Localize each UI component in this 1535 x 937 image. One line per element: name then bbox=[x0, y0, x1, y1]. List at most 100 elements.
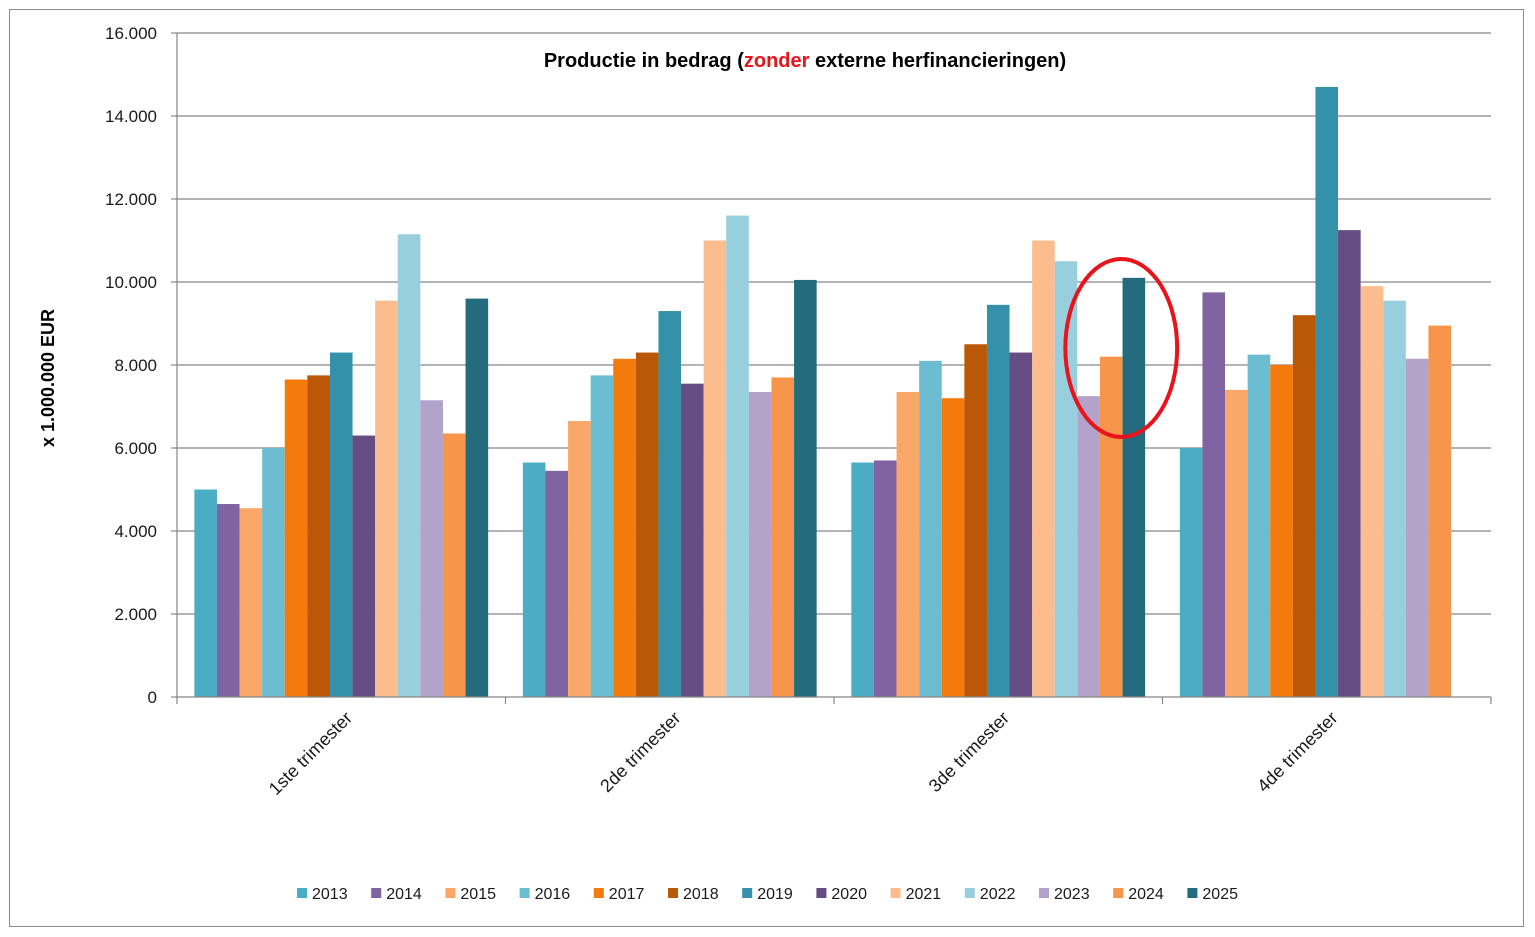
bar-2016-q3 bbox=[919, 360, 942, 697]
bar-2018-q1 bbox=[307, 375, 330, 697]
bar-2020-q1 bbox=[352, 435, 376, 697]
bar-2015-q2 bbox=[568, 421, 591, 697]
bar-2024-q4 bbox=[1428, 325, 1452, 697]
y-tick-label: 8.000 bbox=[114, 356, 157, 375]
legend-item-2018: 2018 bbox=[668, 886, 719, 903]
bar-2020-q4 bbox=[1338, 230, 1361, 697]
y-tick-label: 10.000 bbox=[105, 273, 157, 292]
y-tick-label: 6.000 bbox=[114, 439, 157, 458]
bar-2024-q1 bbox=[442, 433, 466, 697]
bar-2018-q4 bbox=[1292, 315, 1316, 697]
legend-label: 2018 bbox=[683, 886, 719, 903]
bar-2019-q1 bbox=[329, 352, 353, 697]
bar-2014-q2 bbox=[545, 470, 569, 697]
legend-item-2024: 2024 bbox=[1113, 886, 1164, 903]
legend-swatch bbox=[371, 888, 382, 898]
bar-2017-q1 bbox=[284, 379, 308, 697]
highlight-ellipse bbox=[1063, 257, 1180, 439]
bar-2013-q4 bbox=[1179, 448, 1203, 697]
bar-2022-q4 bbox=[1383, 300, 1406, 697]
title-part: externe herfinancieringen) bbox=[809, 50, 1066, 72]
bar-2014-q3 bbox=[873, 460, 897, 697]
bar-2014-q1 bbox=[216, 504, 240, 697]
bar-2013-q3 bbox=[851, 462, 874, 697]
y-tick-label: 16.000 bbox=[105, 24, 157, 43]
bar-2020-q3 bbox=[1009, 352, 1033, 697]
title-part: zonder bbox=[744, 50, 810, 72]
legend: 2013 2014 2015 2016 2017 2018 2019 2020 2021 2022… bbox=[297, 886, 1238, 903]
category-label: 1ste trimester bbox=[265, 708, 356, 799]
bar-2022-q2 bbox=[726, 215, 749, 697]
legend-label: 2023 bbox=[1054, 886, 1090, 903]
chart-title: Productie in bedrag (zonder externe herf… bbox=[544, 50, 1066, 72]
bar-2025-q2 bbox=[794, 279, 817, 697]
bar-2019-q3 bbox=[986, 304, 1010, 697]
category-labels: 1ste trimester 2de trimester 3de trimester… bbox=[265, 708, 1342, 799]
legend-item-2020: 2020 bbox=[816, 886, 867, 903]
y-tick-label: 14.000 bbox=[105, 107, 157, 126]
legend-label: 2013 bbox=[312, 886, 348, 903]
bar-2018-q3 bbox=[964, 344, 987, 697]
bar-2019-q2 bbox=[658, 311, 682, 697]
bar-2016-q2 bbox=[590, 375, 614, 697]
bar-2023-q3 bbox=[1077, 396, 1100, 697]
bar-2025-q1 bbox=[465, 298, 489, 697]
bar-2016-q1 bbox=[262, 448, 285, 697]
bar-2015-q4 bbox=[1225, 389, 1248, 697]
y-tick-label: 2.000 bbox=[114, 605, 157, 624]
bar-2015-q3 bbox=[896, 391, 920, 697]
y-tick-label: 12.000 bbox=[105, 190, 157, 209]
legend-item-2015: 2015 bbox=[445, 886, 496, 903]
category-label: 2de trimester bbox=[596, 708, 684, 796]
legend-label: 2020 bbox=[831, 886, 867, 903]
legend-item-2021: 2021 bbox=[890, 886, 942, 903]
legend-swatch bbox=[1113, 888, 1124, 898]
legend-label: 2015 bbox=[460, 886, 496, 903]
legend-item-2023: 2023 bbox=[1039, 886, 1090, 903]
legend-swatch bbox=[445, 888, 456, 898]
legend-item-2014: 2014 bbox=[371, 886, 422, 903]
legend-label: 2024 bbox=[1128, 886, 1164, 903]
bar-2025-q3 bbox=[1122, 277, 1146, 697]
bar-2021-q2 bbox=[703, 240, 727, 697]
category-label: 4de trimester bbox=[1253, 708, 1341, 796]
legend-item-2013: 2013 bbox=[297, 886, 348, 903]
legend-swatch bbox=[668, 888, 678, 898]
bar-2024-q2 bbox=[771, 377, 795, 697]
bar-2017-q2 bbox=[613, 358, 636, 697]
bar-2013-q2 bbox=[522, 462, 546, 697]
legend-swatch bbox=[1039, 888, 1049, 898]
legend-item-2022: 2022 bbox=[964, 886, 1015, 903]
bar-2020-q2 bbox=[681, 383, 704, 697]
bar-2018-q2 bbox=[635, 352, 659, 697]
legend-label: 2019 bbox=[757, 886, 793, 903]
legend-item-2019: 2019 bbox=[742, 886, 793, 903]
highlight-annotation bbox=[1063, 257, 1180, 439]
bar-2022-q3 bbox=[1054, 261, 1078, 697]
bars bbox=[194, 86, 1452, 697]
y-tick-label: 0 bbox=[148, 688, 157, 707]
bar-2016-q4 bbox=[1247, 354, 1271, 697]
legend-swatch bbox=[593, 888, 604, 898]
bar-2024-q3 bbox=[1099, 356, 1123, 697]
legend-label: 2025 bbox=[1202, 886, 1238, 903]
legend-swatch bbox=[964, 888, 975, 898]
legend-label: 2017 bbox=[609, 886, 645, 903]
legend-item-2016: 2016 bbox=[519, 886, 571, 903]
legend-swatch bbox=[816, 888, 827, 898]
title-part: Productie in bedrag ( bbox=[544, 50, 744, 72]
bar-2014-q4 bbox=[1202, 292, 1226, 697]
y-axis-label: x 1.000.000 EUR bbox=[38, 309, 58, 447]
y-tick-labels: 0 2.000 4.000 6.000 8.000 10.000 12.000 14.000 1… bbox=[105, 24, 157, 707]
legend-item-2017: 2017 bbox=[593, 886, 645, 903]
bar-2017-q3 bbox=[941, 398, 965, 697]
legend-label: 2016 bbox=[535, 886, 571, 903]
bar-2019-q4 bbox=[1315, 86, 1339, 697]
legend-label: 2021 bbox=[906, 886, 942, 903]
legend-swatch bbox=[890, 888, 901, 898]
bar-2021-q4 bbox=[1360, 286, 1384, 697]
legend-label: 2014 bbox=[386, 886, 422, 903]
bar-2017-q4 bbox=[1270, 365, 1293, 697]
legend-swatch bbox=[519, 888, 530, 898]
